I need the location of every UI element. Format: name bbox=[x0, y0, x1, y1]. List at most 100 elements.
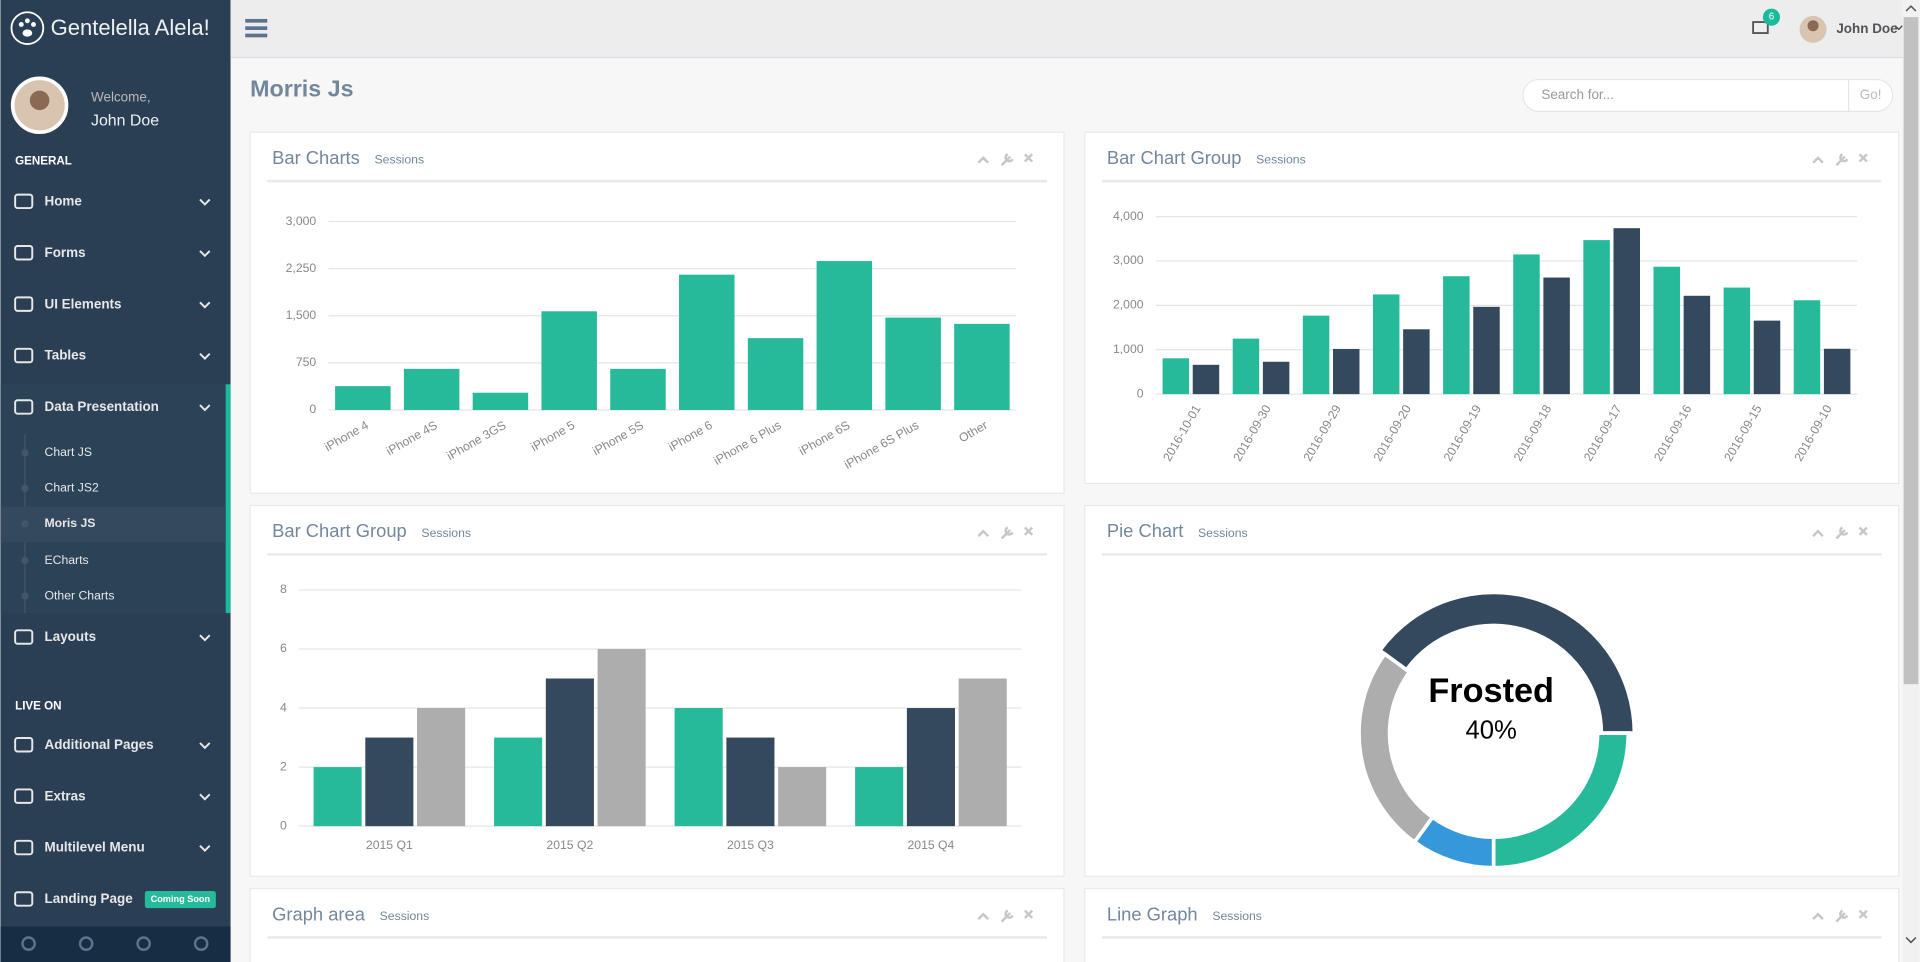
close-icon[interactable] bbox=[1024, 526, 1034, 536]
menu-item[interactable]: Layouts bbox=[45, 629, 97, 644]
menu-toggle[interactable] bbox=[245, 18, 268, 23]
bar bbox=[472, 392, 529, 411]
menu-item[interactable]: Multilevel Menu bbox=[45, 840, 145, 855]
bar bbox=[403, 368, 460, 411]
menu-icon bbox=[14, 839, 34, 856]
bar bbox=[541, 311, 597, 411]
collapse-icon[interactable] bbox=[1812, 529, 1824, 537]
collapse-icon[interactable] bbox=[977, 156, 990, 164]
footer-icon[interactable] bbox=[78, 936, 94, 951]
paw-toe bbox=[18, 22, 24, 27]
bar bbox=[1513, 254, 1540, 395]
submenu-item[interactable]: ECharts bbox=[45, 553, 89, 567]
menu-item[interactable]: Extras bbox=[45, 788, 86, 803]
notification-badge bbox=[1762, 8, 1781, 26]
submenu-item[interactable]: Moris JS bbox=[45, 516, 96, 530]
scroll-down[interactable] bbox=[1905, 937, 1917, 944]
collapse-icon[interactable] bbox=[977, 912, 990, 921]
menu-toggle[interactable] bbox=[245, 26, 268, 30]
panel-subtitle: Sessions bbox=[421, 526, 471, 540]
top-user[interactable]: John Doe bbox=[1836, 21, 1898, 36]
scroll-up[interactable] bbox=[1905, 5, 1917, 12]
bar bbox=[1162, 358, 1190, 395]
close-icon[interactable] bbox=[1858, 526, 1868, 536]
bar bbox=[726, 737, 775, 827]
close-icon[interactable] bbox=[1024, 153, 1034, 163]
y-tick-label: 2 bbox=[280, 759, 287, 773]
bar bbox=[1793, 300, 1821, 395]
menu-toggle[interactable] bbox=[245, 33, 268, 38]
bar bbox=[1232, 338, 1260, 395]
mail-icon[interactable] bbox=[1752, 21, 1769, 34]
badge-text: Coming Soon bbox=[151, 894, 211, 904]
bar bbox=[1753, 320, 1781, 395]
submenu-dot bbox=[21, 520, 29, 528]
close-icon[interactable] bbox=[1858, 153, 1868, 163]
scrollbar-thumb[interactable] bbox=[1903, 17, 1919, 685]
submenu-item[interactable]: Chart JS bbox=[45, 445, 93, 459]
bar bbox=[1192, 364, 1220, 395]
search-button[interactable]: Go! bbox=[1860, 87, 1882, 102]
settings-icon[interactable] bbox=[1835, 526, 1849, 540]
chevron bbox=[199, 250, 211, 258]
menu-item[interactable]: Data Presentation bbox=[45, 399, 159, 414]
bar bbox=[906, 708, 955, 827]
menu-icon bbox=[14, 788, 34, 804]
search-box[interactable] bbox=[1522, 78, 1894, 112]
submenu-item[interactable]: Chart JS2 bbox=[45, 481, 100, 495]
settings-icon[interactable] bbox=[1000, 153, 1014, 167]
chevron bbox=[199, 742, 211, 750]
y-tick-label: 1,000 bbox=[1113, 342, 1144, 356]
menu-item[interactable]: Landing Page bbox=[45, 891, 134, 906]
section-title: GENERAL bbox=[15, 155, 72, 168]
panel-title: Pie Chart bbox=[1107, 520, 1183, 541]
panel-subtitle: Sessions bbox=[375, 153, 425, 167]
top-chevron bbox=[1894, 25, 1903, 31]
bar bbox=[1372, 294, 1400, 395]
footer-icon[interactable] bbox=[136, 936, 151, 951]
y-tick-label: 6 bbox=[280, 641, 287, 655]
menu-icon bbox=[14, 193, 34, 210]
x-tick-label: 2015 Q1 bbox=[366, 838, 413, 852]
menu-item[interactable]: Tables bbox=[45, 348, 87, 363]
panel-subtitle: Sessions bbox=[1212, 909, 1262, 923]
settings-icon[interactable] bbox=[1835, 153, 1849, 167]
panel-title: Bar Chart Group bbox=[1107, 147, 1242, 168]
menu-item[interactable]: UI Elements bbox=[45, 296, 122, 311]
footer-icon[interactable] bbox=[193, 936, 209, 951]
menu-item[interactable]: Home bbox=[45, 194, 83, 209]
y-tick-label: 1,500 bbox=[286, 308, 317, 322]
chevron bbox=[199, 404, 211, 412]
settings-icon[interactable] bbox=[1000, 526, 1014, 540]
chevron bbox=[199, 353, 211, 360]
collapse-icon[interactable] bbox=[977, 529, 990, 537]
y-tick-label: 8 bbox=[280, 582, 287, 596]
close-icon[interactable] bbox=[1858, 909, 1868, 919]
settings-icon[interactable] bbox=[1835, 909, 1849, 923]
submenu-dot bbox=[21, 556, 29, 565]
bar bbox=[417, 708, 466, 827]
collapse-icon[interactable] bbox=[1812, 912, 1824, 921]
panel-title: Line Graph bbox=[1107, 903, 1198, 924]
panel-subtitle: Sessions bbox=[1256, 153, 1306, 167]
panel-title: Bar Chart Group bbox=[272, 520, 407, 541]
close-icon[interactable] bbox=[1024, 909, 1034, 919]
bar bbox=[610, 368, 666, 411]
bar bbox=[494, 737, 543, 827]
collapse-icon[interactable] bbox=[1812, 156, 1824, 164]
bar bbox=[1443, 276, 1470, 395]
y-tick-label: 750 bbox=[296, 355, 317, 369]
bar bbox=[816, 261, 873, 411]
paw-toe bbox=[24, 18, 30, 24]
panel bbox=[249, 887, 1065, 962]
panel-title: Bar Charts bbox=[272, 147, 360, 168]
page-title: Morris Js bbox=[250, 76, 353, 102]
settings-icon[interactable] bbox=[1000, 909, 1014, 923]
menu-item[interactable]: Additional Pages bbox=[45, 737, 154, 752]
footer-icon[interactable] bbox=[21, 936, 36, 951]
chevron bbox=[199, 845, 211, 853]
menu-item[interactable]: Forms bbox=[45, 245, 86, 260]
bar bbox=[1403, 329, 1430, 395]
submenu-item[interactable]: Other Charts bbox=[45, 588, 115, 602]
avatar-head bbox=[29, 90, 50, 111]
